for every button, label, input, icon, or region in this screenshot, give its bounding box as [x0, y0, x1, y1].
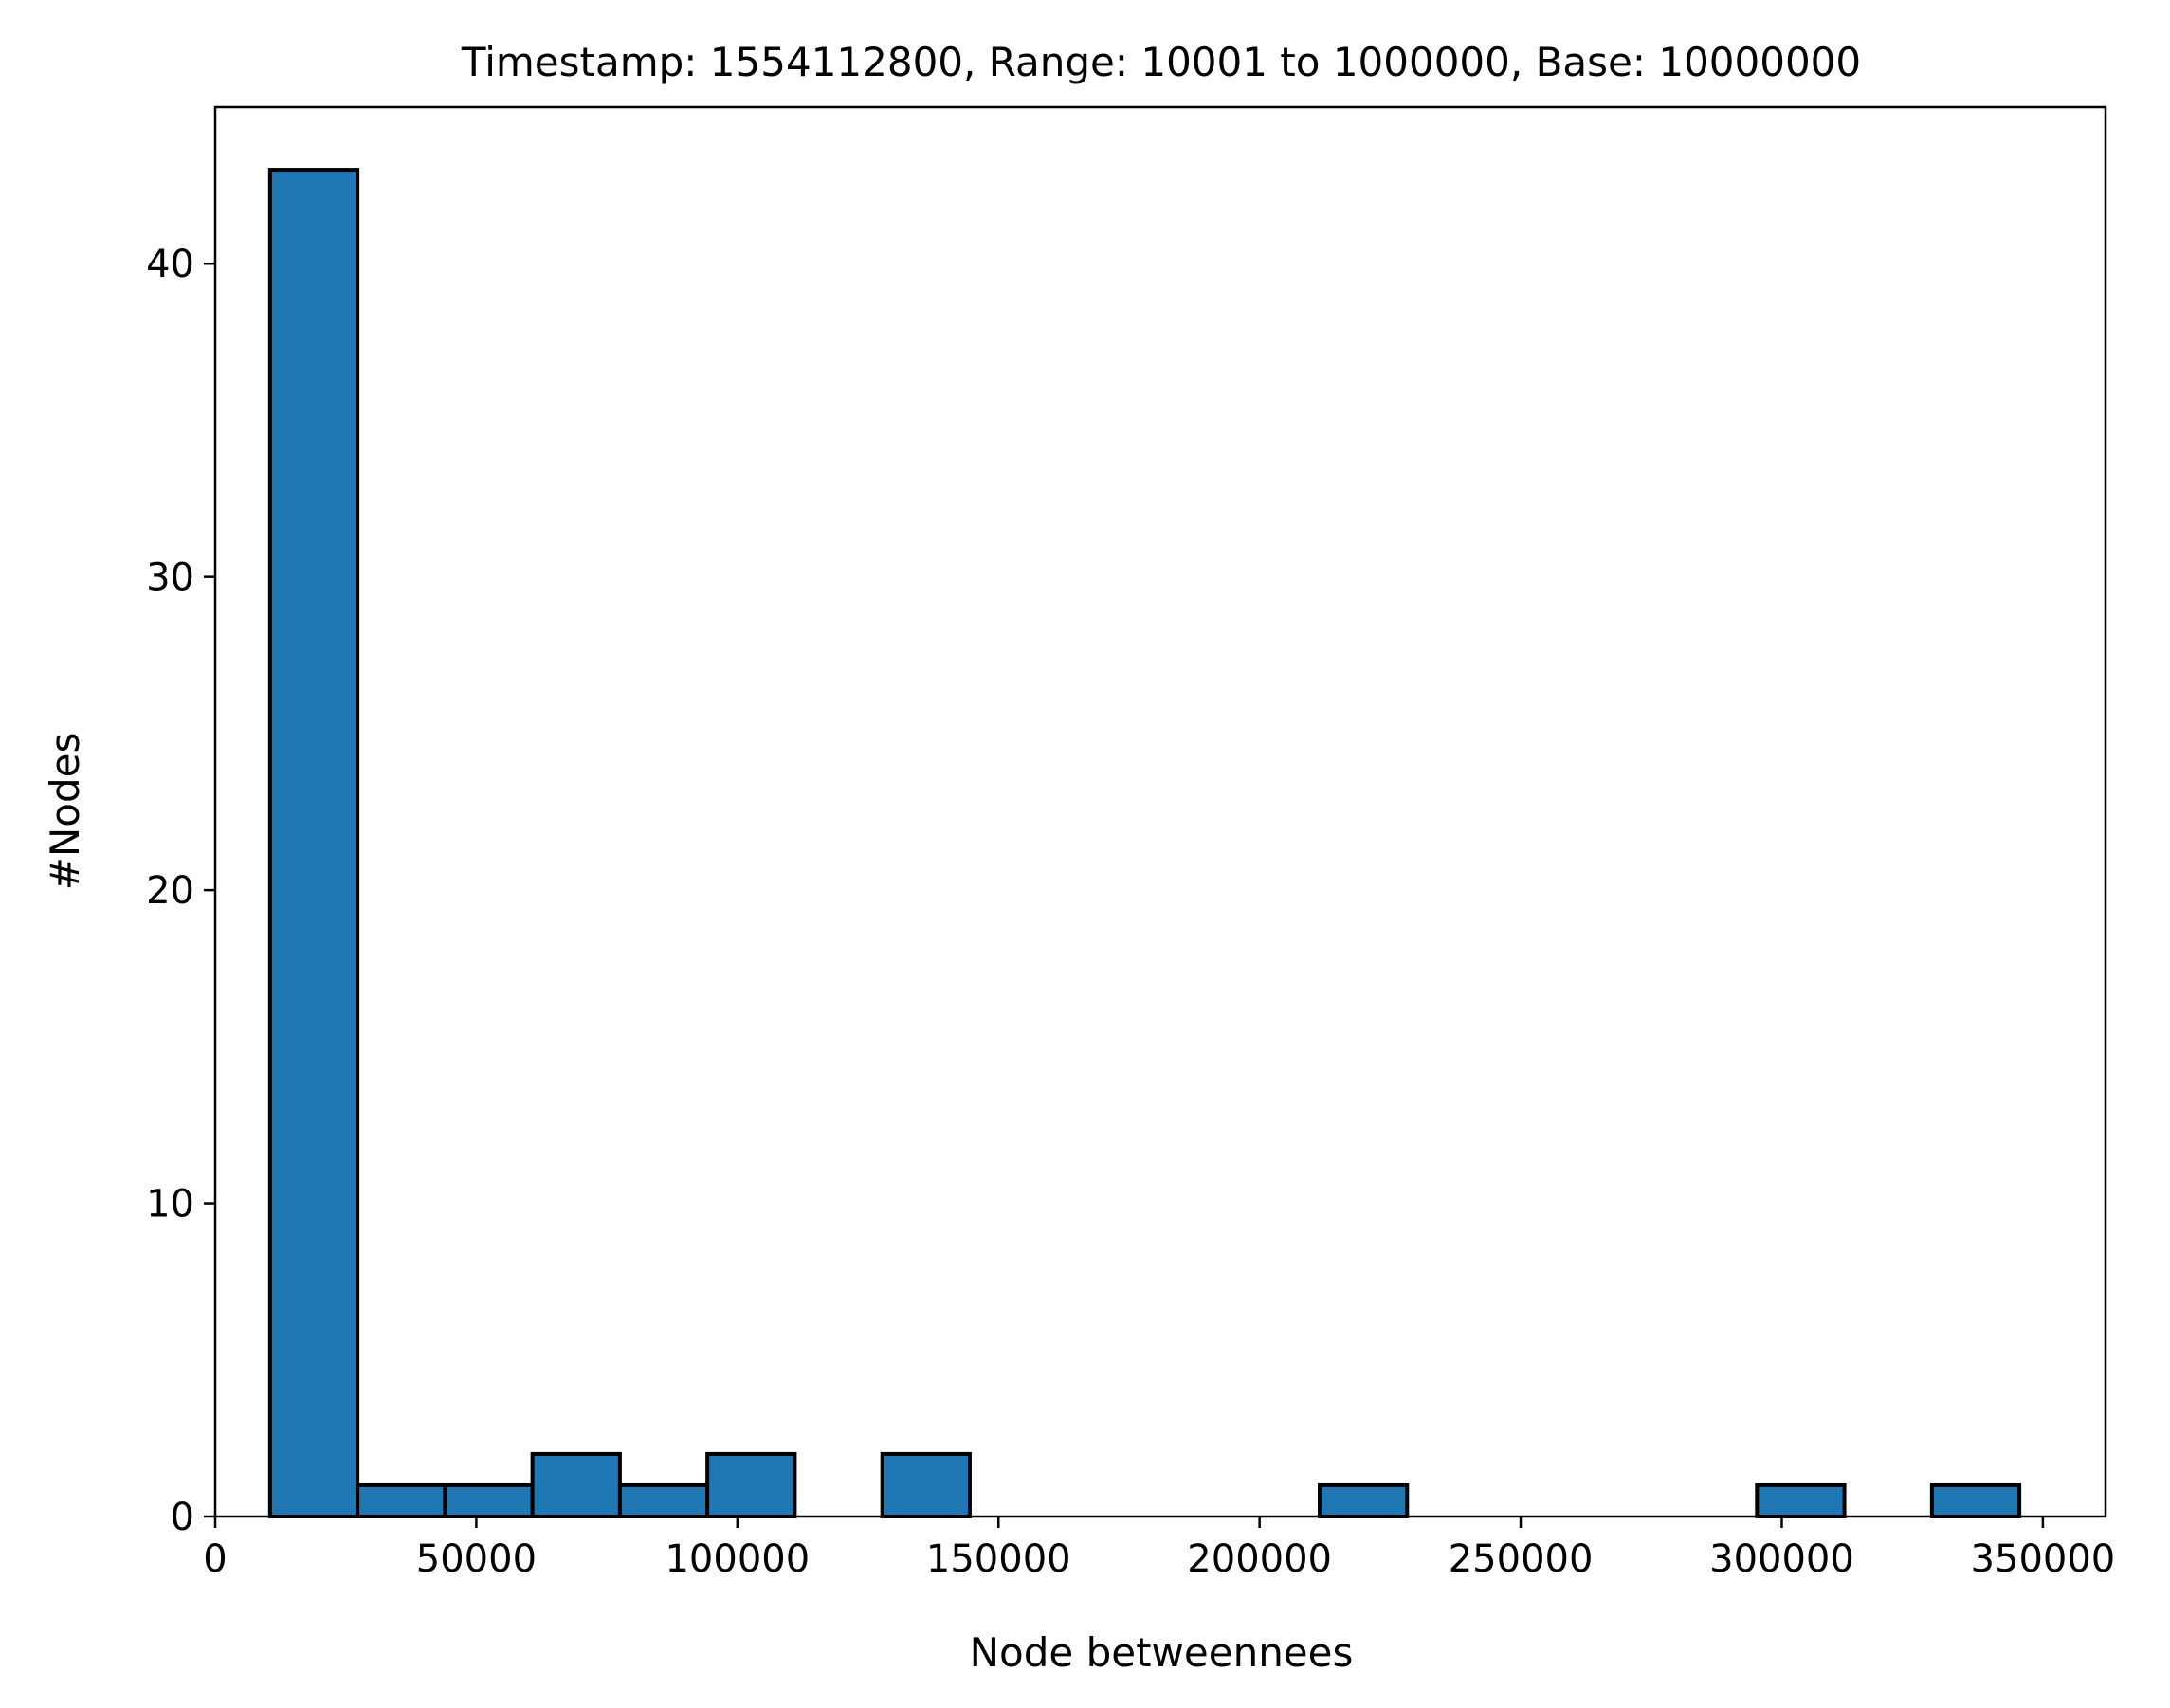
- chart-title: Timestamp: 1554112800, Range: 10001 to 1…: [461, 39, 1861, 85]
- histogram-bar: [617, 1482, 710, 1519]
- histogram-bar: [1755, 1482, 1847, 1519]
- histogram-bar: [1929, 1482, 2022, 1519]
- x-tick-label: 0: [203, 1537, 227, 1581]
- y-tick-label: 0: [171, 1496, 194, 1539]
- x-tick-label: 50000: [416, 1537, 537, 1581]
- y-tick-label: 20: [146, 869, 194, 913]
- x-axis-label: Node betweennees: [970, 1629, 1354, 1676]
- histogram-bar: [530, 1451, 622, 1519]
- y-tick-label: 10: [146, 1183, 194, 1226]
- y-tick-label: 30: [146, 556, 194, 600]
- histogram-bar: [443, 1482, 535, 1519]
- x-tick-label: 150000: [926, 1537, 1071, 1581]
- x-tick-label: 100000: [665, 1537, 810, 1581]
- bars-group: [267, 168, 2022, 1519]
- x-tick-label: 250000: [1449, 1537, 1594, 1581]
- histogram-bar: [356, 1482, 447, 1519]
- histogram-bar: [705, 1451, 797, 1519]
- y-tick-label: 40: [146, 243, 194, 286]
- x-tick-label: 350000: [1971, 1537, 2116, 1581]
- x-tick-label: 300000: [1709, 1537, 1854, 1581]
- plot-frame: [213, 105, 2107, 1518]
- histogram-bar: [880, 1451, 972, 1519]
- x-tick-label: 200000: [1187, 1537, 1332, 1581]
- y-axis-label: #Nodes: [42, 733, 88, 891]
- y-axis-ticks: 0 10 20 30 40: [146, 243, 215, 1539]
- histogram-bar: [1318, 1482, 1410, 1519]
- histogram-bar: [267, 168, 360, 1519]
- x-axis-ticks: 0 50000 100000 150000 200000 250000 300000 3500…: [203, 1517, 2115, 1581]
